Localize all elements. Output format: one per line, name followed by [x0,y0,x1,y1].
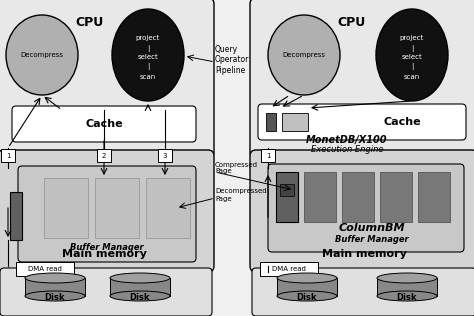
Text: Cache: Cache [383,117,421,127]
Text: DMA read: DMA read [28,266,62,272]
FancyBboxPatch shape [250,0,474,158]
Ellipse shape [112,9,184,101]
Bar [25,278,85,296]
Text: DMA read: DMA read [272,266,306,272]
Bar [260,262,318,276]
FancyBboxPatch shape [268,164,464,252]
Bar [146,178,190,238]
Text: Disk: Disk [45,294,65,302]
Text: 1: 1 [266,153,270,159]
Text: Buffer Manager: Buffer Manager [70,244,144,252]
Ellipse shape [268,15,340,95]
Bar [418,172,450,222]
Bar [380,172,412,222]
Ellipse shape [25,291,85,301]
Ellipse shape [377,291,437,301]
Bar [10,192,22,240]
Text: project: project [136,35,160,41]
Ellipse shape [277,291,337,301]
Text: Disk: Disk [130,294,150,302]
Text: Decompressed
Page: Decompressed Page [215,189,266,202]
Text: |: | [147,45,149,52]
Text: select: select [137,54,158,60]
Bar [110,278,170,296]
Text: scan: scan [404,74,420,80]
Text: Buffer Manager: Buffer Manager [335,235,409,245]
Text: Main memory: Main memory [321,249,406,259]
Text: |: | [411,64,413,70]
Bar [277,278,337,296]
Text: Query
Operator
Pipeline: Query Operator Pipeline [215,45,249,75]
Bar [282,113,308,131]
FancyBboxPatch shape [258,104,466,140]
Text: Execution Engine: Execution Engine [311,145,383,155]
Ellipse shape [377,273,437,283]
Bar [377,278,437,296]
Text: project: project [400,35,424,41]
Bar [95,178,139,238]
Ellipse shape [277,273,337,283]
Text: Disk: Disk [297,294,317,302]
Ellipse shape [110,273,170,283]
FancyBboxPatch shape [0,268,212,316]
FancyBboxPatch shape [0,0,214,158]
FancyBboxPatch shape [12,106,196,142]
Bar [342,172,374,222]
Bar [280,184,294,196]
Ellipse shape [25,273,85,283]
FancyBboxPatch shape [252,268,474,316]
Text: MonetDB/X100: MonetDB/X100 [306,135,388,145]
Text: 1: 1 [6,153,10,159]
Bar [276,172,298,222]
Bar [261,149,275,162]
Text: Compressed
Page: Compressed Page [215,161,258,174]
Ellipse shape [110,291,170,301]
Text: 3: 3 [163,153,167,159]
Text: ColumnBM: ColumnBM [339,223,405,233]
Bar [97,149,111,162]
Text: Main memory: Main memory [62,249,146,259]
Bar [266,113,276,131]
Ellipse shape [376,9,448,101]
Text: Decompress: Decompress [20,52,64,58]
Text: CPU: CPU [76,16,104,29]
Ellipse shape [6,15,78,95]
Bar [158,149,172,162]
FancyBboxPatch shape [250,150,474,272]
FancyBboxPatch shape [0,150,214,272]
Text: 2: 2 [102,153,106,159]
Text: |: | [147,64,149,70]
Text: select: select [401,54,422,60]
Text: CPU: CPU [338,16,366,29]
Text: |: | [411,45,413,52]
Text: scan: scan [140,74,156,80]
Text: Disk: Disk [397,294,417,302]
Text: Cache: Cache [85,119,123,129]
Bar [44,178,88,238]
Text: Decompress: Decompress [283,52,326,58]
Bar [1,149,15,162]
Bar [304,172,336,222]
FancyBboxPatch shape [18,166,196,262]
Bar [16,262,74,276]
